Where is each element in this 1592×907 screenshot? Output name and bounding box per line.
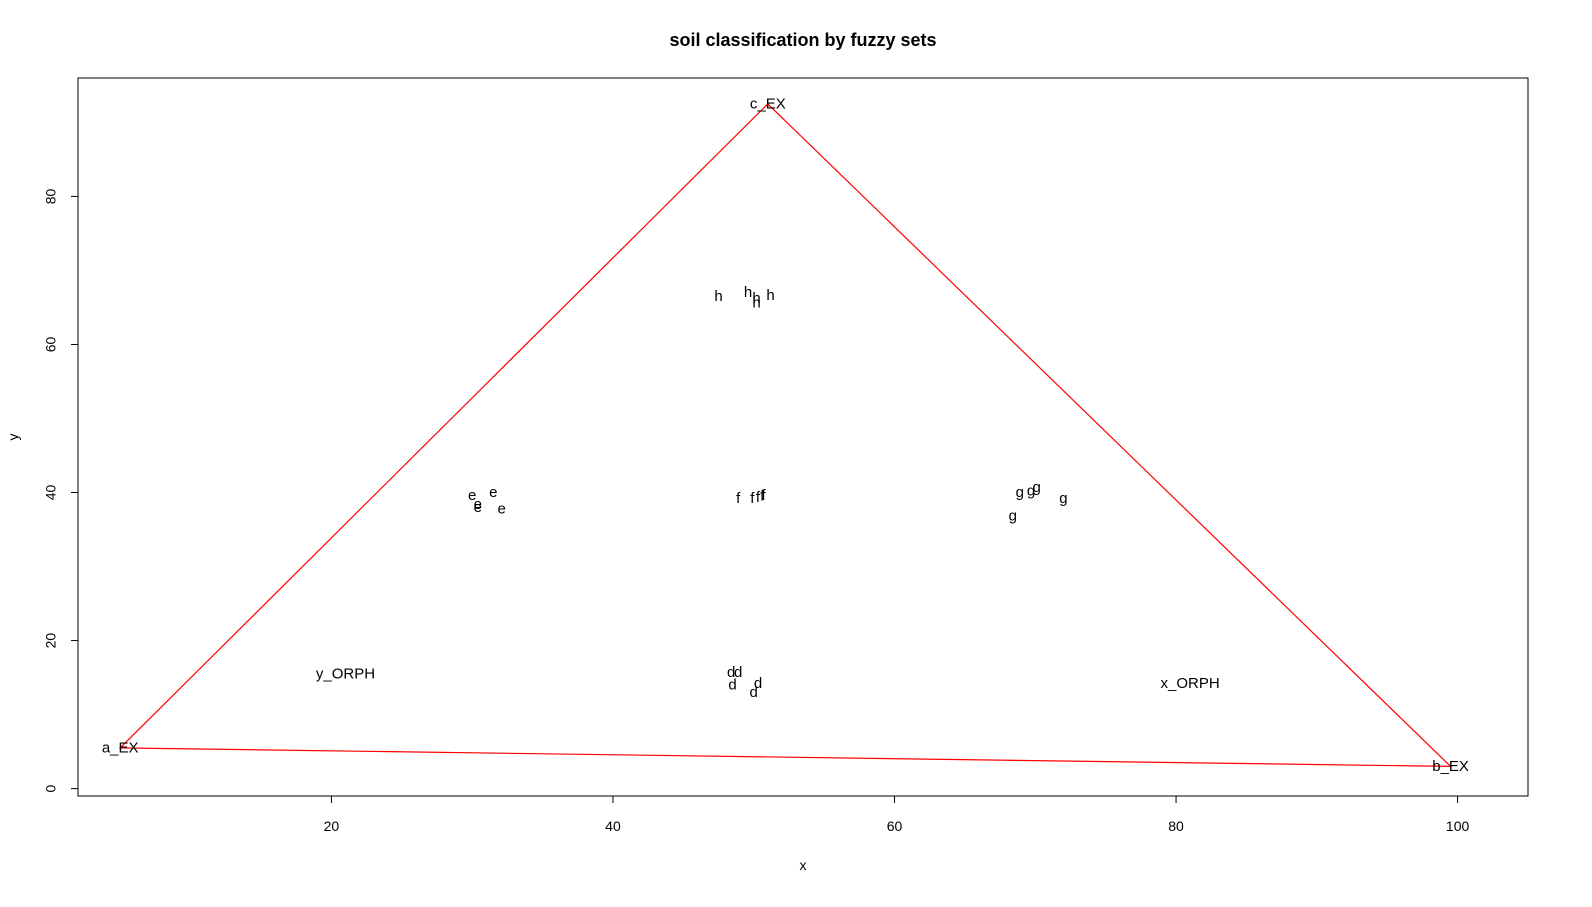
- point-label-g: g: [1059, 490, 1067, 507]
- point-label-b-ex: b_EX: [1432, 758, 1469, 775]
- x-tick-label: 20: [324, 818, 340, 834]
- point-label-g: g: [1027, 483, 1035, 500]
- x-tick-label: 40: [605, 818, 621, 834]
- point-label-d: d: [734, 664, 742, 681]
- point-label-x-orph: x_ORPH: [1161, 675, 1220, 692]
- y-tick-label: 80: [43, 188, 59, 204]
- point-label-g: g: [1033, 479, 1041, 496]
- y-axis-label: y: [5, 434, 21, 441]
- x-tick-label: 100: [1446, 818, 1470, 834]
- point-label-y-orph: y_ORPH: [316, 665, 375, 682]
- point-label-a-ex: a_EX: [102, 739, 139, 756]
- point-label-d: d: [750, 684, 758, 701]
- x-axis: 20 40 60 80 100: [324, 795, 1470, 834]
- point-label-e: e: [474, 499, 482, 516]
- point-label-f: f: [760, 488, 765, 505]
- point-label-e: e: [489, 484, 497, 501]
- triangle-layer: [118, 103, 1453, 768]
- y-tick-label: 0: [43, 784, 59, 792]
- y-axis: 0 20 40 60 80: [43, 188, 79, 792]
- point-label-h: h: [766, 287, 774, 304]
- point-label-f: f: [750, 490, 755, 507]
- point-label-d: d: [727, 664, 735, 681]
- point-label-d: d: [728, 677, 736, 694]
- plot-frame: [77, 77, 1529, 797]
- point-label-h: h: [752, 290, 760, 307]
- y-tick-label: 40: [43, 485, 59, 501]
- y-tick-label: 60: [43, 336, 59, 352]
- x-tick-label: 60: [887, 818, 903, 834]
- y-tick-label: 20: [43, 633, 59, 649]
- point-label-g: g: [1016, 484, 1024, 501]
- point-label-e: e: [468, 487, 476, 504]
- point-label-h: h: [752, 295, 760, 312]
- point-label-h: h: [744, 284, 752, 301]
- triangle-series: [118, 103, 1453, 768]
- x-axis-label: x: [800, 857, 807, 873]
- point-label-h: h: [714, 288, 722, 305]
- point-label-e: e: [474, 496, 482, 513]
- x-tick-label: 80: [1168, 818, 1184, 834]
- point-label-f: f: [736, 490, 741, 507]
- point-label-g: g: [1009, 508, 1017, 525]
- point-label-d: d: [754, 675, 762, 692]
- point-label-e: e: [498, 500, 506, 517]
- point-label-f: f: [762, 487, 767, 504]
- point-label-f: f: [756, 489, 761, 506]
- point-label-c-ex: c_EX: [750, 95, 786, 112]
- chart-title: soil classification by fuzzy sets: [669, 30, 936, 50]
